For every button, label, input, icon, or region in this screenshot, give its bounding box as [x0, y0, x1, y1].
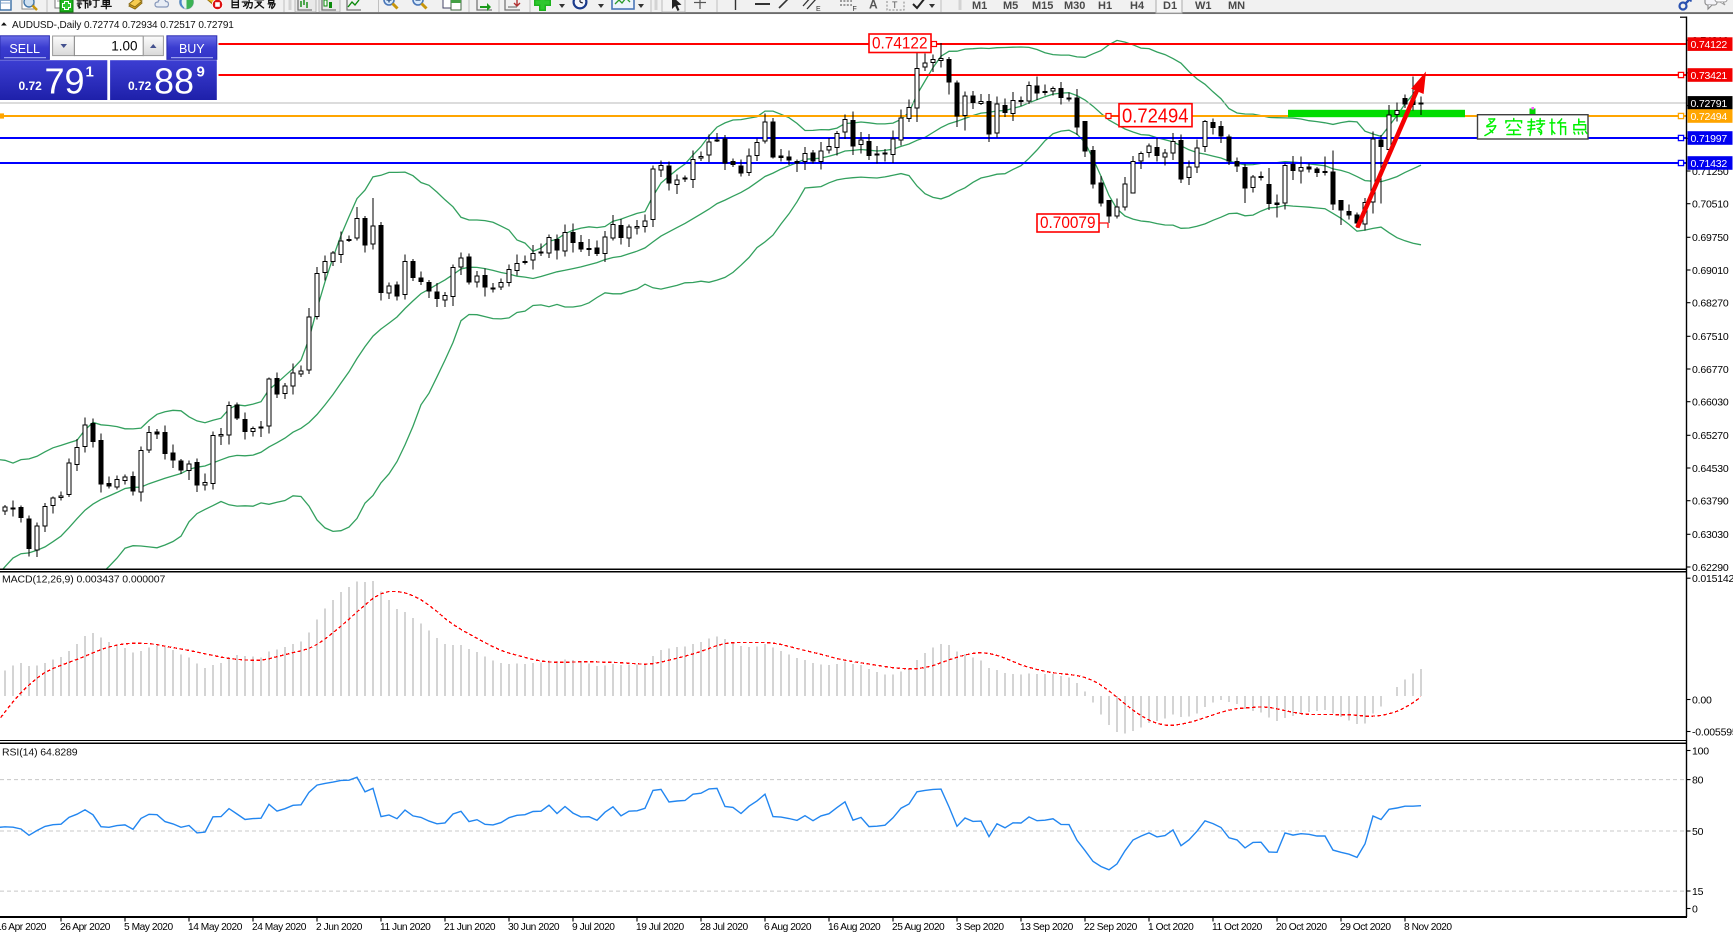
svg-text:0.015142: 0.015142: [1692, 573, 1733, 585]
svg-text:16 Aug 2020: 16 Aug 2020: [828, 922, 881, 933]
svg-text:19 Jul 2020: 19 Jul 2020: [636, 922, 685, 933]
svg-text:AUDUSD-,Daily 0.72774 0.72934: AUDUSD-,Daily 0.72774 0.72934 0.72517 0.…: [12, 20, 234, 31]
svg-text:MACD(12,26,9) 0.003437 0.00000: MACD(12,26,9) 0.003437 0.000007: [2, 574, 166, 586]
svg-text:0.72: 0.72: [19, 79, 43, 93]
svg-text:T: T: [892, 0, 898, 10]
svg-text:H1: H1: [1098, 0, 1112, 12]
svg-text:5 May 2020: 5 May 2020: [124, 922, 174, 933]
svg-text:A: A: [869, 0, 878, 12]
svg-text:BUY: BUY: [179, 42, 205, 56]
svg-text:14 May 2020: 14 May 2020: [188, 922, 243, 933]
svg-text:0.72494: 0.72494: [1122, 106, 1189, 128]
svg-text:F: F: [853, 6, 857, 13]
svg-text:H4: H4: [1130, 0, 1145, 12]
svg-text:0.71432: 0.71432: [1691, 158, 1728, 170]
svg-text:M30: M30: [1064, 0, 1085, 12]
svg-text:28 Jul 2020: 28 Jul 2020: [700, 922, 749, 933]
svg-text:0.00: 0.00: [1692, 694, 1712, 706]
svg-text:20 Oct 2020: 20 Oct 2020: [1276, 922, 1327, 933]
svg-text:MN: MN: [1228, 0, 1245, 12]
svg-text:9: 9: [197, 64, 205, 81]
svg-text:0.69010: 0.69010: [1692, 265, 1729, 277]
svg-text:22 Sep 2020: 22 Sep 2020: [1084, 922, 1138, 933]
svg-text:8 Nov 2020: 8 Nov 2020: [1404, 922, 1452, 933]
svg-text:0.73421: 0.73421: [1691, 70, 1728, 82]
svg-text:0.74122: 0.74122: [872, 33, 928, 52]
svg-text:1 Oct 2020: 1 Oct 2020: [1148, 922, 1194, 933]
svg-text:16 Apr 2020: 16 Apr 2020: [0, 922, 47, 933]
svg-text:0.66030: 0.66030: [1692, 397, 1729, 409]
svg-text:0.63790: 0.63790: [1692, 496, 1729, 508]
svg-text:0.71997: 0.71997: [1691, 133, 1728, 145]
svg-text:88: 88: [154, 61, 194, 102]
svg-text:0.72791: 0.72791: [1691, 98, 1728, 110]
svg-text:RSI(14) 64.8289: RSI(14) 64.8289: [2, 747, 78, 759]
svg-text:D1: D1: [1163, 0, 1177, 12]
svg-text:0.72494: 0.72494: [1691, 111, 1728, 123]
svg-text:0.62290: 0.62290: [1692, 562, 1729, 574]
svg-text:21 Jun 2020: 21 Jun 2020: [444, 922, 496, 933]
svg-text:79: 79: [45, 61, 85, 102]
svg-text:24 May 2020: 24 May 2020: [252, 922, 307, 933]
svg-text:11 Jun 2020: 11 Jun 2020: [380, 922, 431, 933]
svg-text:2 Jun 2020: 2 Jun 2020: [316, 922, 363, 933]
svg-text:29 Oct 2020: 29 Oct 2020: [1340, 922, 1391, 933]
svg-text:W1: W1: [1195, 0, 1212, 12]
svg-text:0.66770: 0.66770: [1692, 364, 1729, 376]
svg-text:80: 80: [1692, 774, 1704, 786]
svg-text:26 Apr 2020: 26 Apr 2020: [60, 922, 111, 933]
svg-text:0.67510: 0.67510: [1692, 331, 1729, 343]
svg-text:25 Aug 2020: 25 Aug 2020: [892, 922, 945, 933]
svg-text:M1: M1: [972, 0, 987, 12]
svg-text:0.72: 0.72: [128, 79, 152, 93]
svg-text:0.63030: 0.63030: [1692, 529, 1729, 541]
svg-text:1.00: 1.00: [111, 39, 137, 54]
svg-text:6 Aug 2020: 6 Aug 2020: [764, 922, 812, 933]
svg-text:100: 100: [1692, 745, 1709, 757]
svg-text:30 Jun 2020: 30 Jun 2020: [508, 922, 560, 933]
svg-text:M5: M5: [1003, 0, 1018, 12]
svg-text:-0.005595: -0.005595: [1692, 726, 1733, 738]
svg-text:0: 0: [1692, 903, 1698, 915]
svg-text:3 Sep 2020: 3 Sep 2020: [956, 922, 1004, 933]
svg-text:SELL: SELL: [9, 42, 40, 56]
svg-text:0.64530: 0.64530: [1692, 463, 1729, 475]
svg-text:E: E: [816, 6, 821, 13]
svg-text:0.74122: 0.74122: [1691, 39, 1728, 51]
svg-text:9 Jul 2020: 9 Jul 2020: [572, 922, 615, 933]
svg-text:0.70079: 0.70079: [1040, 213, 1096, 232]
svg-text:13 Sep 2020: 13 Sep 2020: [1020, 922, 1074, 933]
svg-text:15: 15: [1692, 886, 1704, 898]
svg-text:M15: M15: [1032, 0, 1053, 12]
svg-text:0.65270: 0.65270: [1692, 430, 1729, 442]
svg-text:50: 50: [1692, 826, 1704, 838]
svg-text:0.70510: 0.70510: [1692, 199, 1729, 211]
svg-text:1: 1: [86, 64, 94, 81]
svg-text:0.69750: 0.69750: [1692, 232, 1729, 244]
svg-text:11 Oct 2020: 11 Oct 2020: [1212, 922, 1263, 933]
svg-text:0.68270: 0.68270: [1692, 298, 1729, 310]
